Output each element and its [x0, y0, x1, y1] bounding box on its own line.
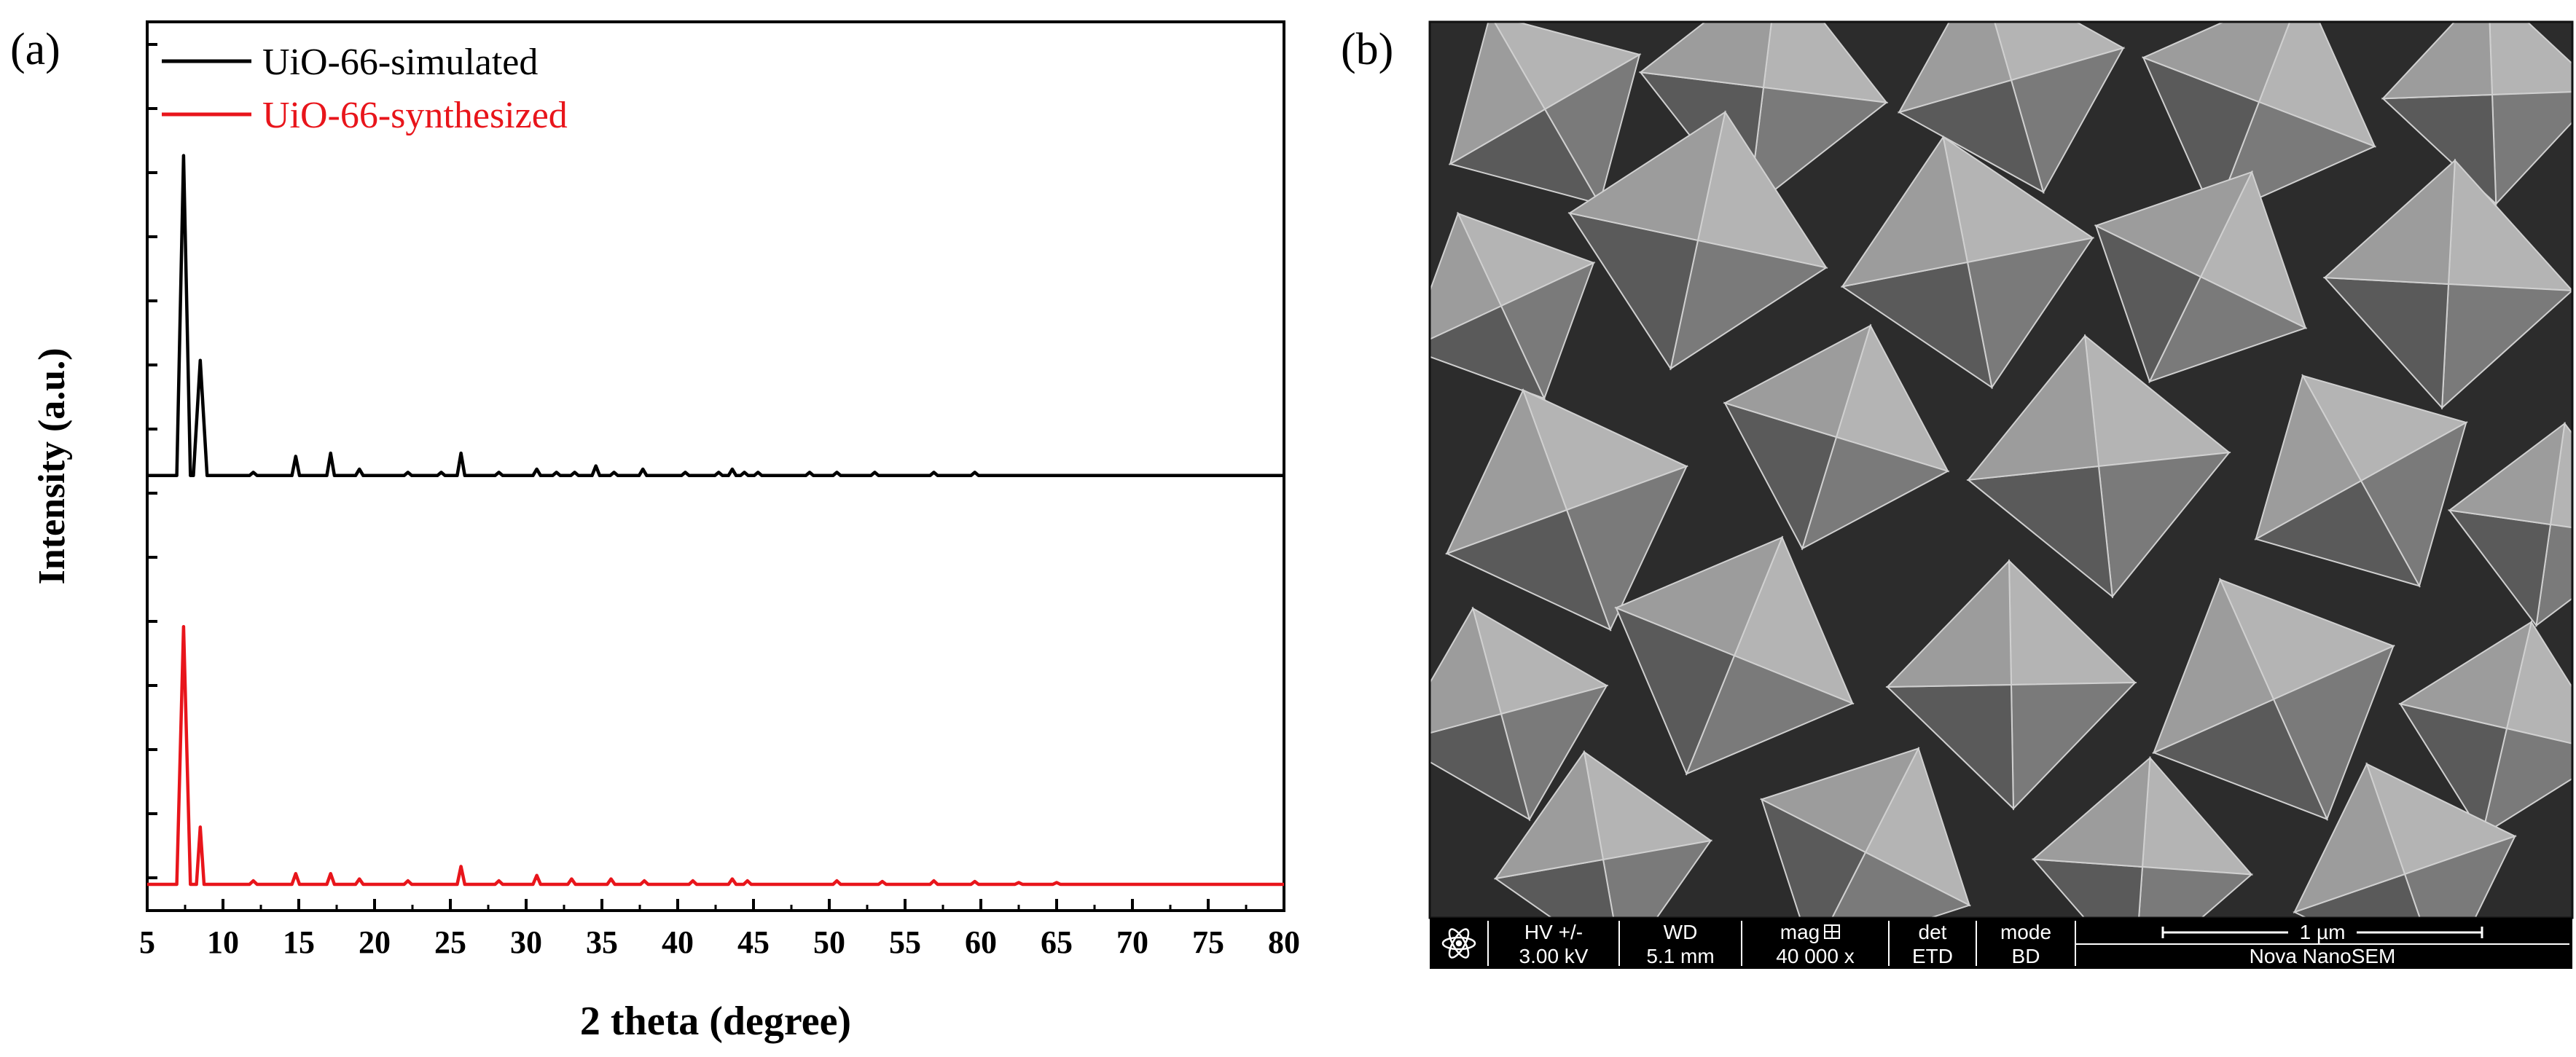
info-header-mode: mode: [2000, 921, 2051, 943]
info-value-det: ETD: [1912, 945, 1953, 967]
x-tick-label: 25: [434, 924, 466, 960]
octahedral-crystal: [2398, 620, 2572, 837]
octahedral-crystal: [1567, 110, 1828, 371]
legend: UiO-66-simulated UiO-66-synthesized: [162, 42, 568, 136]
panel-b-sem-image: (b) HV +/-: [1341, 20, 2574, 969]
scale-bar: [2161, 927, 2483, 938]
info-value-wd: 5.1 mm: [1646, 945, 1714, 967]
sem-micrograph: [1430, 22, 2572, 918]
x-tick-label: 60: [965, 924, 997, 960]
x-axis-ticks: [146, 899, 1285, 911]
info-header-det: det: [1919, 921, 1947, 943]
octahedral-crystal: [2447, 421, 2572, 628]
sem-info-bar: HV +/- WD mag det mode 3.00 kV 5.1 mm 40…: [1430, 918, 2572, 969]
octahedral-crystal: [1430, 606, 1609, 822]
legend-label-simulated: UiO-66-simulated: [262, 42, 538, 83]
octahedral-crystal: [1840, 135, 2095, 390]
octahedral-crystal: [1493, 750, 1713, 918]
octahedral-crystal: [2293, 762, 2517, 918]
x-tick-label: 45: [737, 924, 770, 960]
x-tick-label: 80: [1268, 924, 1300, 960]
panel-a-label: (a): [10, 25, 60, 74]
y-axis-label: Intensity (a.u.): [31, 347, 73, 584]
octahedral-crystal: [2254, 374, 2468, 588]
octahedral-crystal: [1614, 535, 1855, 776]
octahedral-crystal: [1885, 559, 2137, 811]
octahedral-crystal: [1966, 334, 2231, 599]
info-header-hv: HV +/-: [1524, 921, 1583, 943]
octahedral-crystal: [1723, 323, 1950, 551]
x-axis-tick-labels: 5 10 15 20 25 30 35 40 45 50 55 60 65 70 75 80: [139, 924, 1300, 960]
info-value-mode: BD: [2012, 945, 2040, 967]
x-tick-label: 70: [1116, 924, 1148, 960]
x-tick-label: 20: [359, 924, 391, 960]
info-header-wd: WD: [1664, 921, 1698, 943]
x-tick-label: 55: [889, 924, 921, 960]
x-tick-label: 40: [662, 924, 694, 960]
y-axis-ticks: [147, 43, 157, 879]
octahedral-crystal: [1444, 388, 1689, 632]
fei-logo-icon: [1441, 928, 1476, 959]
octahedral-crystal: [1448, 22, 1642, 206]
octahedral-crystal: [2094, 170, 2308, 384]
x-tick-label: 50: [813, 924, 845, 960]
panel-b-label: (b): [1341, 25, 1393, 74]
x-tick-label: 10: [207, 924, 239, 960]
info-header-mag: mag: [1780, 921, 1820, 943]
plot-frame: [146, 20, 1285, 912]
x-tick-label: 5: [139, 924, 155, 960]
info-value-hv: 3.00 kV: [1519, 945, 1589, 967]
info-value-mag: 40 000 x: [1776, 945, 1854, 967]
instrument-name: Nova NanoSEM: [2250, 945, 2396, 967]
x-tick-label: 35: [586, 924, 618, 960]
x-axis-label: 2 theta (degree): [580, 999, 851, 1044]
legend-label-synthesized: UiO-66-synthesized: [262, 95, 568, 136]
x-tick-label: 75: [1192, 924, 1224, 960]
panel-a-xrd-chart: (a) 5 10 15 20 25 30 35 40 45 50 55 60 65 70 75 80 UiO-…: [10, 20, 1300, 1044]
x-tick-label: 15: [283, 924, 315, 960]
series-line-uio-66-simulated: [147, 154, 1284, 478]
octahedral-crystal: [1430, 211, 1596, 401]
scale-bar-label: 1 µm: [2300, 921, 2346, 943]
mag-grid-icon: [1824, 924, 1840, 939]
octahedral-crystal: [2151, 577, 2396, 822]
x-tick-label: 30: [510, 924, 542, 960]
octahedral-crystal: [2322, 158, 2572, 410]
octahedral-crystal: [1897, 22, 2126, 194]
x-tick-label: 65: [1041, 924, 1073, 960]
series-line-uio-66-synthesized: [147, 624, 1284, 887]
octahedral-crystal: [1759, 746, 1972, 918]
